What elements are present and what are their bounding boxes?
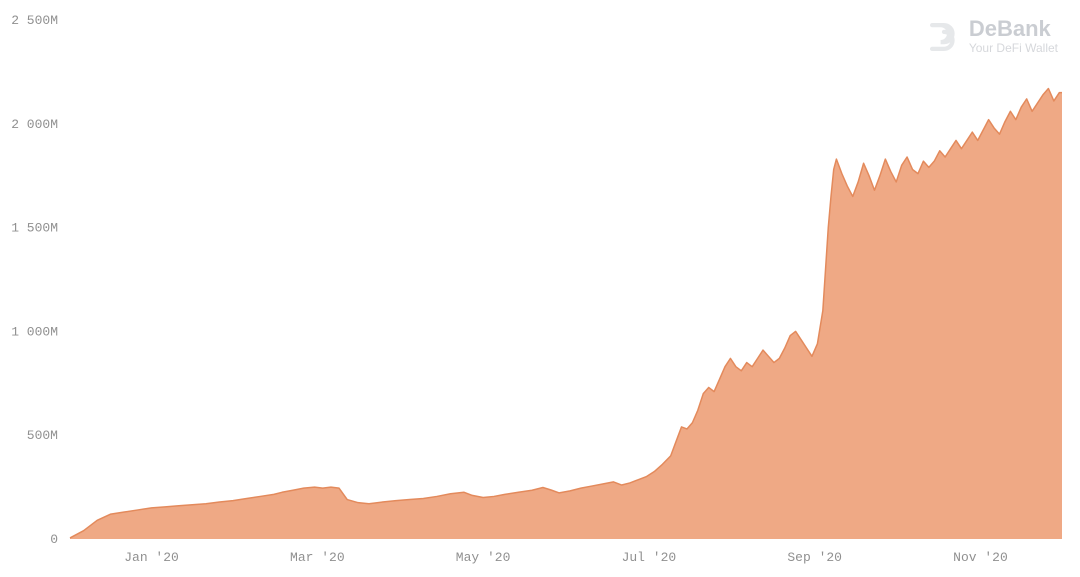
chart-container: 0 500M 1 000M 1 500M 2 000M 2 500M Jan '20 Mar … bbox=[0, 0, 1080, 577]
y-tick-label: 500M bbox=[27, 428, 58, 443]
y-tick-label: 2 000M bbox=[11, 117, 58, 132]
area-chart: 0 500M 1 000M 1 500M 2 000M 2 500M Jan '20 Mar … bbox=[0, 0, 1080, 577]
y-tick-label: 1 000M bbox=[11, 324, 58, 339]
x-tick-label: Jul '20 bbox=[622, 550, 677, 565]
x-tick-label: Mar '20 bbox=[290, 550, 345, 565]
x-tick-label: Jan '20 bbox=[124, 550, 179, 565]
y-tick-label: 2 500M bbox=[11, 13, 58, 28]
x-tick-label: May '20 bbox=[456, 550, 511, 565]
y-tick-label: 1 500M bbox=[11, 221, 58, 236]
x-tick-label: Nov '20 bbox=[953, 550, 1008, 565]
y-tick-label: 0 bbox=[50, 532, 58, 547]
x-tick-label: Sep '20 bbox=[787, 550, 842, 565]
